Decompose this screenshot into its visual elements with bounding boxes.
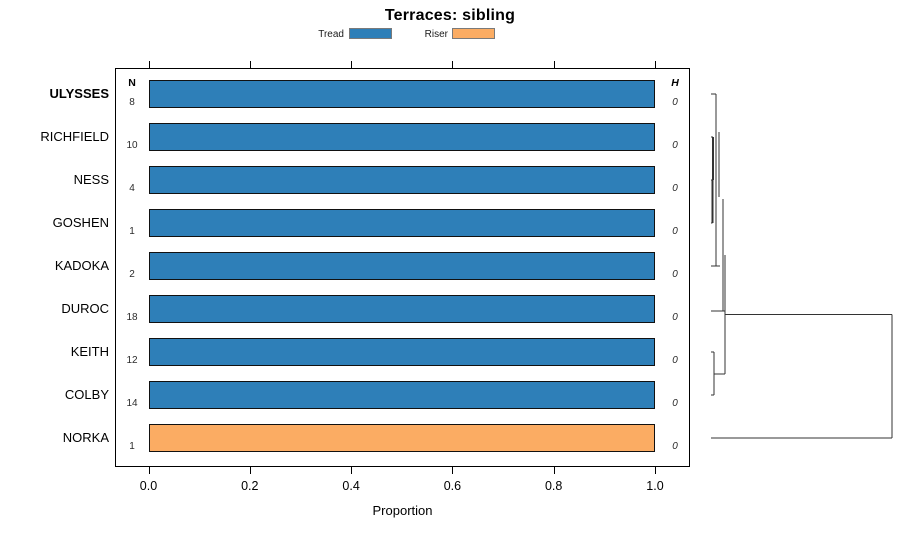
n-value-ulysses: 8	[129, 97, 135, 108]
bar-norka	[148, 424, 655, 452]
row-label-duroc: DUROC	[61, 301, 109, 316]
n-value-ness: 4	[129, 183, 135, 194]
bar-ness	[148, 166, 655, 194]
legend-label-tread: Tread	[318, 29, 344, 40]
x-axis-tick-label: 0.8	[544, 479, 563, 493]
h-value-norka: 0	[672, 441, 678, 452]
h-value-richfield: 0	[672, 140, 678, 151]
n-value-duroc: 18	[126, 312, 138, 323]
x-axis-tick-top	[351, 61, 353, 68]
x-axis-tick-top	[249, 61, 251, 68]
row-label-keith: KEITH	[70, 344, 109, 359]
legend-swatch-riser	[452, 28, 495, 39]
x-axis-tick-bottom	[655, 467, 656, 474]
x-axis-tick-top	[553, 61, 555, 68]
x-axis-tick-label: 1.0	[646, 479, 664, 493]
row-label-kadoka: KADOKA	[54, 258, 109, 273]
n-value-richfield: 10	[126, 140, 138, 151]
chart-title: Terraces: sibling	[384, 7, 516, 24]
n-value-norka: 1	[129, 441, 135, 452]
bar-duroc	[148, 295, 655, 323]
row-label-norka: NORKA	[62, 430, 109, 445]
bar-colby	[148, 381, 655, 409]
row-label-ulysses: ULYSSES	[49, 86, 110, 101]
bar-ulysses	[148, 80, 655, 108]
n-value-kadoka: 2	[129, 269, 135, 280]
x-axis-tick-top	[452, 61, 454, 68]
x-axis-tick-bottom	[553, 467, 555, 474]
row-label-colby: COLBY	[64, 387, 109, 402]
x-axis-title: Proportion	[372, 503, 433, 518]
h-value-goshen: 0	[672, 226, 678, 237]
bar-keith	[148, 338, 655, 366]
x-axis-tick-top	[655, 61, 656, 68]
x-axis-tick-bottom	[452, 467, 454, 474]
x-axis-tick-top	[148, 61, 150, 68]
n-value-colby: 14	[126, 398, 138, 409]
h-column-header: H	[671, 77, 679, 89]
x-axis-tick-bottom	[351, 467, 353, 474]
x-axis-tick-label: 0.2	[241, 479, 259, 493]
legend-swatch-tread	[349, 28, 392, 39]
bar-richfield	[148, 123, 655, 151]
h-value-keith: 0	[672, 355, 678, 366]
h-value-ness: 0	[672, 183, 678, 194]
h-value-colby: 0	[672, 398, 678, 409]
n-value-goshen: 1	[129, 226, 135, 237]
n-value-keith: 12	[126, 355, 138, 366]
bar-goshen	[148, 209, 655, 237]
x-axis-tick-label: 0.4	[342, 479, 360, 493]
x-axis-tick-bottom	[249, 467, 251, 474]
legend-label-riser: Riser	[424, 29, 448, 40]
x-axis-tick-label: 0.6	[443, 479, 462, 493]
bar-kadoka	[148, 252, 655, 280]
x-axis-tick-label: 0.0	[139, 479, 158, 493]
row-label-richfield: RICHFIELD	[40, 129, 109, 144]
h-value-duroc: 0	[672, 312, 678, 323]
x-axis-tick-bottom	[148, 467, 150, 474]
h-value-ulysses: 0	[672, 97, 678, 108]
h-value-kadoka: 0	[672, 269, 678, 280]
n-column-header: N	[128, 77, 136, 89]
row-label-goshen: GOSHEN	[52, 215, 109, 230]
row-label-ness: NESS	[73, 172, 109, 187]
